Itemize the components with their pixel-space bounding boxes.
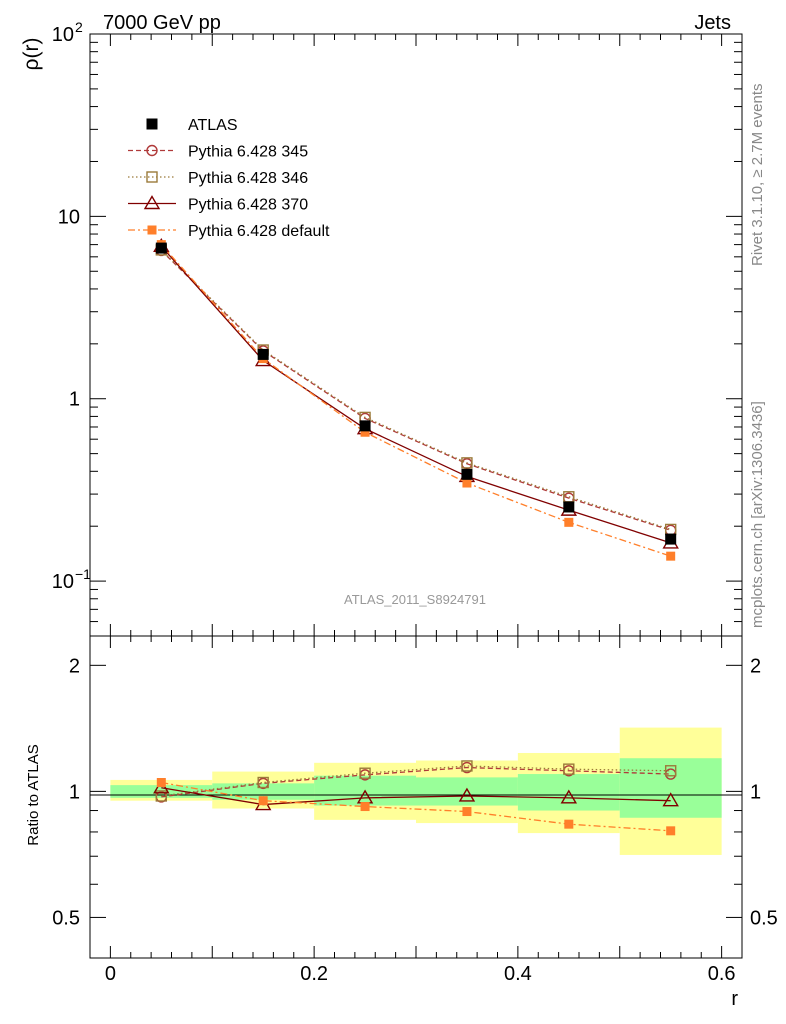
legend-label-p346: Pythia 6.428 346 [188, 170, 308, 187]
legend-item-atlas: ATLAS [146, 117, 238, 134]
ratio-panel: 0.5 0.5 1 1 2 2 0 0.2 0.4 0.6 Ratio to ATLAS r [25, 635, 778, 1010]
y-tick-label: 10 [58, 206, 80, 228]
legend-item-p346: Pythia 6.428 346 [128, 170, 308, 187]
legend-label-p370: Pythia 6.428 370 [188, 197, 308, 214]
ratio-curves [153, 760, 679, 836]
data-point-pdefault [462, 478, 472, 488]
mcplots-label: mcplots.cern.ch [arXiv:1306.3436] [749, 401, 766, 628]
x-axis-label: r [731, 988, 738, 1010]
ratio-point-pdefault [360, 802, 370, 812]
ratio-point-p346 [664, 765, 677, 777]
ratio-y-label: Ratio to ATLAS [25, 744, 42, 845]
legend-marker-p345 [146, 144, 158, 157]
x-tick-label: 0.6 [708, 963, 736, 985]
legend-marker-p346 [146, 171, 158, 183]
series-line-p370 [160, 245, 671, 544]
ratio-line-pdefault [161, 781, 671, 832]
x-tick-label: 0.4 [504, 963, 532, 985]
uncertainty-band-inner [517, 774, 620, 811]
ratio-point-p370 [662, 792, 679, 807]
series-p346 [155, 244, 677, 536]
data-point-atlas [461, 468, 473, 480]
header-observable: Jets [694, 12, 731, 34]
ratio-point-pdefault [564, 819, 574, 829]
y-tick-label: 10 [52, 571, 74, 593]
data-point-atlas [665, 533, 677, 545]
y-tick-label: 1 [69, 389, 80, 411]
ratio-y-tick-label: 0.5 [52, 907, 80, 929]
legend-item-p345: Pythia 6.428 345 [128, 144, 308, 161]
legend: ATLAS Pythia 6.428 345 Pythia 6.428 346 Pyt… [128, 117, 330, 240]
ratio-y-tick-label-right: 0.5 [750, 907, 778, 929]
data-point-p346 [461, 457, 473, 469]
legend-marker-p370 [143, 195, 161, 210]
ratio-series-p346 [155, 760, 677, 802]
series-p345 [155, 244, 677, 536]
ratio-line-p370 [161, 787, 671, 806]
data-point-pdefault [564, 517, 574, 527]
x-tick-label: 0 [105, 963, 116, 985]
ratio-point-p346 [563, 763, 575, 775]
series-line-p346 [160, 249, 671, 531]
ratio-point-p370 [458, 787, 476, 802]
ratio-point-pdefault [258, 796, 268, 806]
series-pdefault [156, 240, 676, 561]
main-y-label: ρ(r) [20, 38, 43, 71]
series-p370 [153, 237, 679, 549]
legend-marker-atlas [146, 118, 158, 130]
main-curves [153, 237, 679, 561]
ratio-point-p346 [257, 776, 269, 789]
ratio-point-p346 [155, 790, 168, 802]
ratio-line-p345 [161, 766, 671, 798]
series-line-pdefault [160, 244, 671, 557]
y-tick-label-exponent: 2 [75, 19, 83, 35]
rivet-label: Rivet 3.1.10, ≥ 2.7M events [749, 84, 766, 267]
y-tick-label: 10 [52, 24, 74, 46]
ratio-point-pdefault [156, 778, 166, 788]
ratio-y-tick-label: 2 [69, 655, 80, 677]
analysis-id: ATLAS_2011_S8924791 [344, 592, 486, 607]
y-tick-label-exponent: −1 [75, 566, 91, 582]
ratio-series-pdefault [156, 778, 676, 836]
series-atlas [155, 242, 677, 545]
series-line-p345 [160, 250, 671, 531]
data-point-atlas [155, 242, 167, 254]
legend-item-p370: Pythia 6.428 370 [128, 195, 308, 214]
ratio-y-tick-label: 1 [69, 781, 80, 803]
data-point-pdefault [666, 551, 676, 561]
ratio-axes: 0.5 0.5 1 1 2 2 0 0.2 0.4 0.6 [52, 636, 778, 985]
ratio-point-p346 [359, 767, 371, 779]
ratio-y-tick-label-right: 2 [750, 655, 761, 677]
data-point-atlas [563, 501, 575, 513]
uncertainty-band-inner [619, 758, 722, 818]
data-point-atlas [359, 420, 371, 432]
ratio-point-p370 [560, 789, 578, 804]
ratio-y-tick-label-right: 1 [750, 781, 761, 803]
legend-label-p345: Pythia 6.428 345 [188, 144, 308, 161]
ratio-line-p346 [161, 765, 671, 797]
ratio-point-p346 [461, 760, 473, 772]
x-tick-label: 0.2 [300, 963, 328, 985]
ratio-point-pdefault [462, 807, 472, 817]
ratio-point-pdefault [666, 826, 676, 836]
legend-item-pdefault: Pythia 6.428 default [128, 223, 330, 240]
legend-label-atlas: ATLAS [188, 117, 238, 134]
data-point-atlas [257, 348, 269, 360]
legend-marker-pdefault [147, 225, 157, 235]
header-collision: 7000 GeV pp [103, 12, 221, 34]
legend-label-pdefault: Pythia 6.428 default [188, 223, 330, 240]
